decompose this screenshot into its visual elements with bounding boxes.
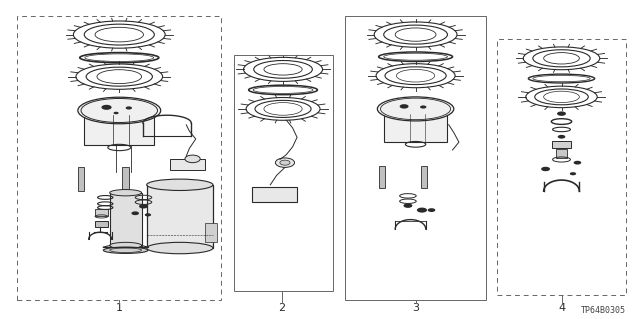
Bar [379,166,385,188]
Circle shape [185,155,200,163]
Circle shape [275,158,294,167]
Bar [109,193,141,246]
Circle shape [428,208,435,212]
Bar [17,16,221,300]
Bar [84,112,154,145]
Bar [384,110,447,142]
Circle shape [573,161,581,165]
Text: 2: 2 [278,303,285,313]
Circle shape [145,213,151,216]
Circle shape [541,167,550,171]
Ellipse shape [378,97,454,121]
Text: 1: 1 [116,303,123,313]
Bar [420,166,427,188]
Circle shape [557,135,565,139]
Text: TP64B0305: TP64B0305 [581,306,626,315]
Bar [234,55,333,291]
Circle shape [570,172,576,175]
Circle shape [113,112,118,114]
Circle shape [420,105,426,108]
Circle shape [280,160,290,165]
Bar [346,16,486,300]
Bar [252,187,297,202]
Bar [78,167,84,191]
Bar [170,159,205,170]
Circle shape [139,204,148,209]
Bar [497,39,626,295]
Circle shape [125,106,132,109]
Ellipse shape [147,179,213,190]
Bar [147,185,213,248]
Circle shape [131,211,139,215]
Ellipse shape [78,97,161,124]
Circle shape [417,208,427,213]
Bar [95,209,108,216]
Ellipse shape [147,242,213,254]
Text: 3: 3 [412,303,419,313]
Bar [205,223,217,242]
Ellipse shape [109,189,141,196]
Bar [122,167,129,191]
Text: 4: 4 [558,303,565,313]
Circle shape [403,204,412,208]
Bar [552,141,571,148]
Circle shape [399,104,408,108]
Ellipse shape [109,242,141,249]
Circle shape [101,105,111,110]
Circle shape [557,111,566,116]
Bar [95,221,108,227]
Ellipse shape [103,247,148,253]
Bar [556,149,566,158]
